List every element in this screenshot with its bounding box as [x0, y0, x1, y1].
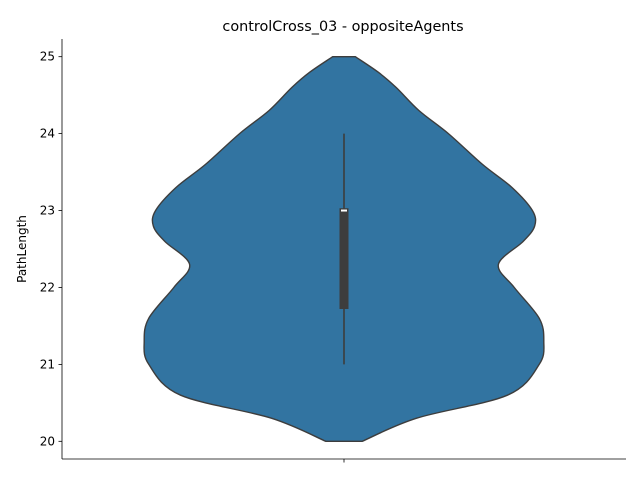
y-tick-label: 25 — [40, 50, 55, 64]
y-tick-label: 21 — [40, 357, 55, 371]
y-tick-label: 20 — [40, 434, 55, 448]
y-tick-label: 22 — [40, 280, 55, 294]
plot-area — [143, 56, 545, 442]
y-axis-label: PathLength — [15, 215, 29, 283]
y-tick-label: 23 — [40, 204, 55, 218]
y-tick-label: 24 — [40, 127, 55, 141]
chart-title: controlCross_03 - oppositeAgents — [222, 19, 463, 35]
axes: 20 21 22 23 24 25 — [40, 39, 626, 463]
violin-iqr-box — [339, 208, 349, 309]
